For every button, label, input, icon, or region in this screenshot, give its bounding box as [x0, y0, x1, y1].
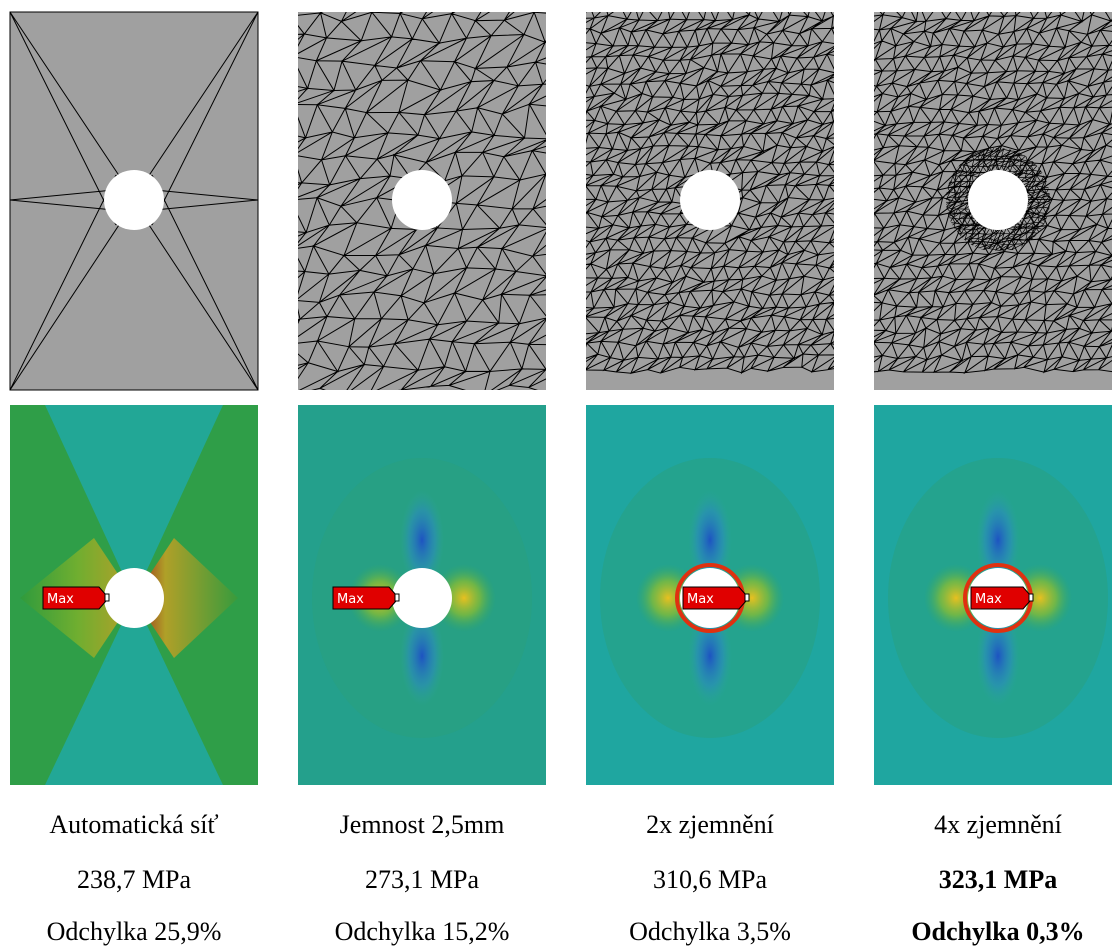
max-label: Max: [687, 592, 714, 607]
hole: [968, 170, 1028, 230]
max-label: Max: [47, 592, 74, 607]
hole: [392, 568, 452, 628]
deviation: Odchylka 15,2%: [272, 917, 572, 947]
max-anchor: [1029, 594, 1033, 601]
stress-value: 238,7 MPa: [0, 865, 284, 895]
mesh-label: 2x zjemnění: [560, 810, 860, 840]
deviation: Odchylka 3,5%: [560, 917, 860, 947]
deviation: Odchylka 0,3%: [848, 917, 1112, 947]
hole: [104, 170, 164, 230]
mesh-label: Jemnost 2,5mm: [272, 810, 572, 840]
mesh-label: Automatická síť: [0, 810, 284, 840]
hole: [104, 568, 164, 628]
max-anchor: [105, 594, 109, 601]
max-label: Max: [975, 592, 1002, 607]
figure: Max Max Max Max Automatická síť 238,7 MPa O…: [0, 0, 1112, 952]
max-anchor: [745, 594, 749, 601]
max-anchor: [395, 594, 399, 601]
hole: [392, 170, 452, 230]
stress-value: 323,1 MPa: [848, 865, 1112, 895]
stress-value: 273,1 MPa: [272, 865, 572, 895]
hole: [680, 170, 740, 230]
max-label: Max: [337, 592, 364, 607]
stress-value: 310,6 MPa: [560, 865, 860, 895]
mesh-label: 4x zjemnění: [848, 810, 1112, 840]
deviation: Odchylka 25,9%: [0, 917, 284, 947]
